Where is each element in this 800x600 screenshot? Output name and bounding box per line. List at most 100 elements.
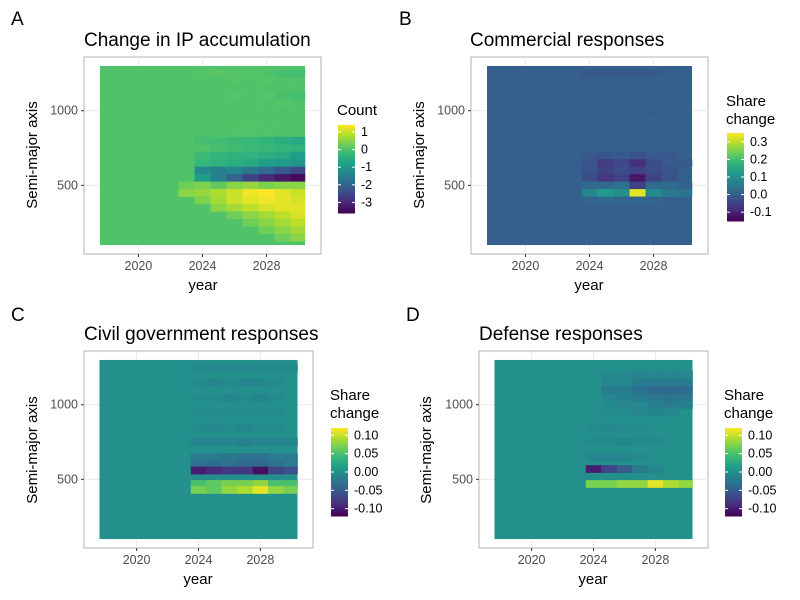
heatmap-cell: [274, 174, 291, 182]
heatmap-cell: [616, 480, 633, 488]
colorbar-segment: [725, 452, 742, 455]
colorbar-segment: [331, 432, 348, 436]
heatmap-cell: [616, 453, 633, 461]
colorbar-segment: [725, 476, 742, 480]
legend-label: 0.05: [748, 447, 772, 461]
heatmap-cell: [242, 189, 259, 197]
heatmap-cell: [661, 174, 678, 182]
heatmap-cell: [190, 486, 207, 494]
heatmap-cell: [242, 69, 259, 78]
colorbar-segment: [725, 443, 742, 447]
heatmap-cell: [252, 486, 269, 494]
heatmap-cell: [242, 151, 259, 160]
heatmap-cell: [210, 204, 227, 212]
heatmap-cell: [237, 453, 253, 461]
heatmap-cell: [206, 466, 223, 475]
colorbar-segment: [338, 191, 355, 194]
legend-label: 0.00: [354, 465, 378, 479]
heatmap-cell: [258, 92, 275, 100]
heatmap-cell: [616, 393, 633, 402]
heatmap-cell: [597, 151, 614, 160]
heatmap-cell: [268, 480, 284, 488]
colorbar-segment: [725, 485, 742, 488]
colorbar-segment: [331, 428, 348, 431]
heatmap-cell: [206, 453, 223, 461]
heatmap-cell: [645, 196, 662, 205]
x-tick-label: 2024: [189, 259, 217, 273]
heatmap-cell: [258, 226, 275, 235]
heatmap-cell: [597, 174, 614, 182]
heatmap-cell: [661, 151, 678, 160]
heatmap-cell: [274, 159, 291, 167]
heatmap-cell: [252, 393, 269, 402]
colorbar-segment: [338, 166, 355, 170]
colorbar-segment: [331, 480, 348, 484]
heatmap-cell: [268, 408, 284, 417]
colorbar-segment: [727, 170, 744, 174]
heatmap-cell: [663, 371, 679, 379]
legend-title: change: [726, 111, 775, 128]
colorbar-segment: [338, 160, 355, 163]
colorbar-segment: [331, 463, 348, 466]
colorbar-segment: [338, 197, 355, 201]
colorbar-segment: [725, 454, 742, 458]
colorbar-segment: [727, 163, 744, 167]
heatmap-cell: [194, 69, 211, 78]
colorbar-segment: [338, 131, 355, 135]
colorbar-segment: [338, 208, 355, 212]
colorbar-segment: [727, 146, 744, 149]
heatmap-cell: [601, 408, 618, 417]
colorbar-segment: [725, 507, 742, 510]
colorbar-segment: [338, 153, 355, 157]
legend-title: Share: [726, 93, 766, 110]
colorbar-segment: [727, 159, 744, 163]
heatmap-cell: [616, 465, 633, 473]
heatmap-cell: [613, 106, 630, 115]
heatmap-cell: [283, 486, 298, 494]
heatmap-cell: [663, 386, 679, 394]
colorbar-segment: [331, 474, 348, 477]
colorbar-segment: [338, 169, 355, 172]
heatmap-cell: [237, 408, 253, 417]
heatmap-cell: [194, 196, 211, 205]
heatmap-cell: [178, 181, 195, 190]
x-tick-label: 2028: [640, 259, 668, 273]
x-axis-title: year: [578, 571, 607, 588]
heatmap-cell: [678, 386, 693, 394]
heatmap-cell: [237, 486, 253, 494]
heatmap-cell: [581, 166, 598, 175]
heatmap-cell: [274, 196, 291, 205]
heatmap-cell: [601, 438, 618, 447]
panel-d: D Defense responses year Semi-major axis: [406, 305, 643, 588]
heatmap-cell: [210, 181, 227, 190]
colorbar-segment: [338, 129, 355, 133]
heatmap-base: [99, 359, 298, 540]
heatmap-cell: [226, 159, 243, 167]
heatmap-cell: [274, 218, 291, 227]
heatmap-cell: [226, 181, 243, 190]
heatmap-cell: [290, 233, 306, 242]
heatmap-cell: [274, 189, 291, 197]
heatmap-cell: [237, 460, 253, 469]
colorbar-segment: [338, 136, 355, 139]
colorbar-segment: [725, 494, 742, 497]
heatmap-cell: [274, 144, 291, 153]
heatmap-cell: [226, 144, 243, 153]
colorbar-segment: [338, 182, 355, 185]
heatmap-cell: [237, 363, 253, 372]
heatmap-cell: [629, 174, 646, 182]
colorbar-segment: [338, 210, 355, 214]
heatmap-cell: [585, 480, 602, 488]
panel-c: C Civil government responses year Semi-m…: [11, 305, 318, 588]
legend-label: -0.05: [748, 483, 777, 497]
heatmap-cell: [190, 466, 207, 475]
x-axis-title: year: [574, 277, 603, 294]
colorbar-segment: [727, 212, 744, 215]
colorbar-segment: [727, 214, 744, 218]
colorbar-segment: [725, 434, 742, 438]
y-tick-label: 500: [444, 178, 465, 192]
heatmap-cell: [616, 400, 633, 409]
colorbar-segment: [338, 204, 355, 207]
heatmap-cell: [274, 181, 291, 190]
heatmap-cell: [258, 69, 275, 78]
